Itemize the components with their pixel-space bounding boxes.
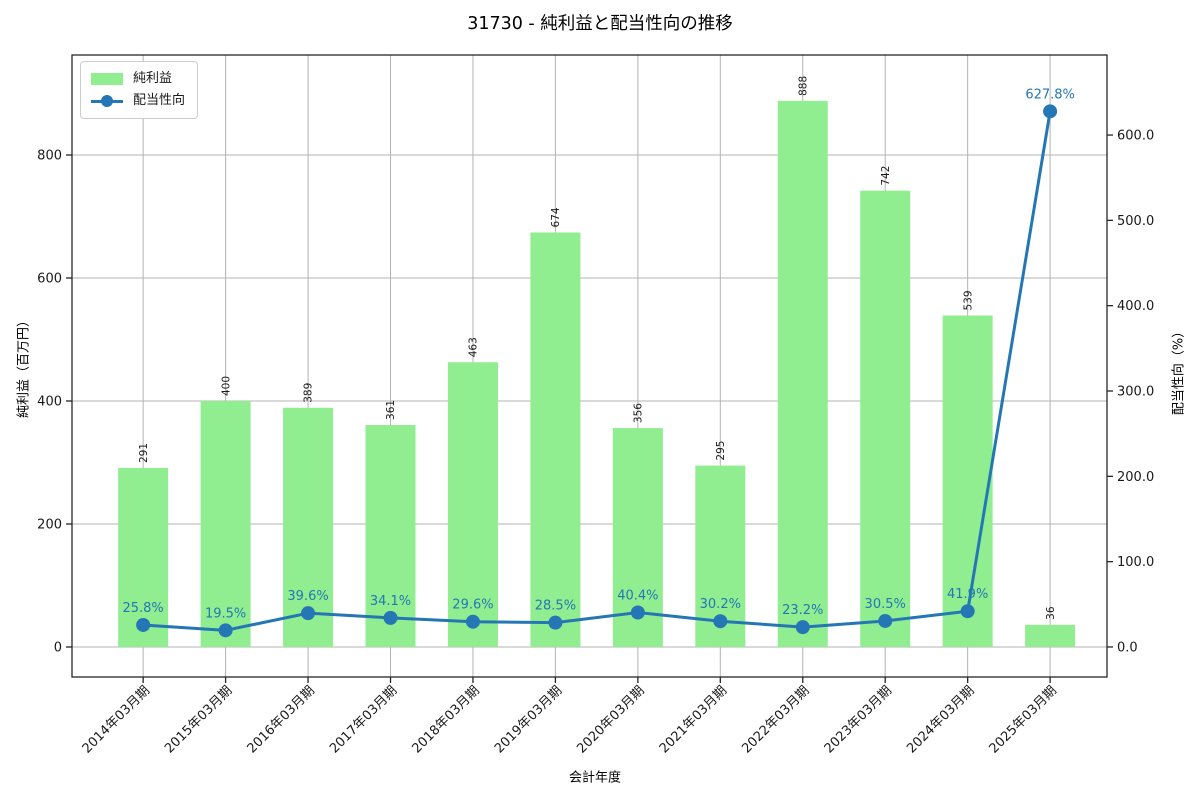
payout-ratio-point-label: 23.2% <box>782 603 823 618</box>
bar-value-label: 400 <box>220 376 232 396</box>
payout-ratio-line <box>141 109 1052 632</box>
right-tick-label: 400.0 <box>1117 299 1154 314</box>
y-axis-label-left: 純利益（百万円） <box>16 313 32 419</box>
payout-ratio-marker <box>218 623 233 638</box>
bar-value-label: 742 <box>880 166 892 186</box>
payout-ratio-marker <box>301 606 316 621</box>
bar-value-label: 291 <box>138 443 150 463</box>
right-tick-label: 200.0 <box>1117 470 1154 485</box>
x-tick-label: 2019年03月期 <box>492 683 565 756</box>
left-tick-label: 800 <box>37 149 62 164</box>
legend-label-payout-ratio: 配当性向 <box>133 93 186 108</box>
payout-ratio-point-label: 28.5% <box>535 599 576 614</box>
payout-ratio-point-label: 34.1% <box>370 594 411 609</box>
legend-item-payout-ratio: 配当性向 <box>91 90 185 112</box>
payout-ratio-point-label: 41.9% <box>947 587 988 602</box>
x-tick-label: 2025年03月期 <box>987 683 1060 756</box>
bar <box>447 362 498 647</box>
x-tick-label: 2022年03月期 <box>739 683 812 756</box>
payout-ratio-marker <box>1043 104 1058 119</box>
bar-swatch-icon <box>91 73 123 85</box>
payout-ratio-point-label: 40.4% <box>617 588 658 603</box>
left-tick-label: 600 <box>37 272 62 287</box>
legend: 純利益 配当性向 <box>80 61 199 119</box>
x-tick-label: 2015年03月期 <box>162 683 235 756</box>
bar <box>118 468 169 647</box>
bar-value-label: 295 <box>715 441 727 461</box>
right-tick-label: 0.0 <box>1117 641 1138 656</box>
payout-ratio-point-label: 30.5% <box>865 597 906 612</box>
payout-ratio-marker <box>548 615 563 630</box>
bar-value-label: 674 <box>550 207 562 227</box>
left-tick-label: 400 <box>37 395 62 410</box>
payout-ratio-marker <box>960 604 975 619</box>
bar <box>942 315 993 647</box>
x-axis-label: 会計年度 <box>568 770 622 786</box>
right-tick-label: 300.0 <box>1117 385 1154 400</box>
payout-ratio-marker <box>383 610 398 625</box>
payout-ratio-point-label: 29.6% <box>452 598 493 613</box>
payout-ratio-marker <box>795 620 810 635</box>
right-tick-label: 500.0 <box>1117 214 1154 229</box>
x-tick-label: 2016年03月期 <box>245 683 318 756</box>
payout-ratio-marker <box>465 614 480 629</box>
axis-frame <box>71 54 1108 678</box>
bar-value-label: 356 <box>633 403 645 423</box>
payout-ratio-point-label: 30.2% <box>700 597 741 612</box>
bar <box>200 400 251 647</box>
bar-value-label: 888 <box>797 76 809 96</box>
left-tick-label: 0 <box>54 641 62 656</box>
x-tick-label: 2020年03月期 <box>574 683 647 756</box>
x-tick-label: 2021年03月期 <box>657 683 730 756</box>
bar <box>530 232 581 647</box>
chart-title: 31730 - 純利益と配当性向の推移 <box>467 14 733 34</box>
x-tick-label: 2018年03月期 <box>409 683 482 756</box>
bar-value-label: 36 <box>1045 606 1057 620</box>
legend-item-net-income: 純利益 <box>91 68 185 90</box>
x-tick-label: 2023年03月期 <box>822 683 895 756</box>
left-tick-label: 200 <box>37 518 62 533</box>
bar-value-label: 463 <box>468 337 480 357</box>
right-tick-label: 100.0 <box>1117 555 1154 570</box>
legend-label-net-income: 純利益 <box>133 71 173 86</box>
payout-ratio-point-label: 19.5% <box>205 606 246 621</box>
payout-ratio-marker <box>136 617 151 632</box>
payout-ratio-point-label: 627.8% <box>1025 87 1075 102</box>
payout-ratio-marker <box>878 613 893 628</box>
bar <box>365 424 416 647</box>
bar <box>777 100 828 647</box>
payout-ratio-marker <box>630 605 645 620</box>
bar-value-label: 539 <box>962 290 974 310</box>
right-tick-label: 600.0 <box>1117 129 1154 144</box>
x-tick-label: 2014年03月期 <box>80 683 153 756</box>
bar <box>1025 624 1076 647</box>
x-tick-label: 2024年03月期 <box>904 683 977 756</box>
bar <box>860 190 911 647</box>
line-marker-swatch-icon <box>91 94 123 108</box>
bar-value-label: 389 <box>303 383 315 403</box>
x-tick-label: 2017年03月期 <box>327 683 400 756</box>
y-axis-label-right: 配当性向（%） <box>1171 324 1187 416</box>
payout-ratio-point-label: 39.6% <box>287 589 328 604</box>
bar-value-label: 361 <box>385 400 397 420</box>
payout-ratio-marker <box>713 614 728 629</box>
payout-ratio-point-label: 25.8% <box>122 601 163 616</box>
